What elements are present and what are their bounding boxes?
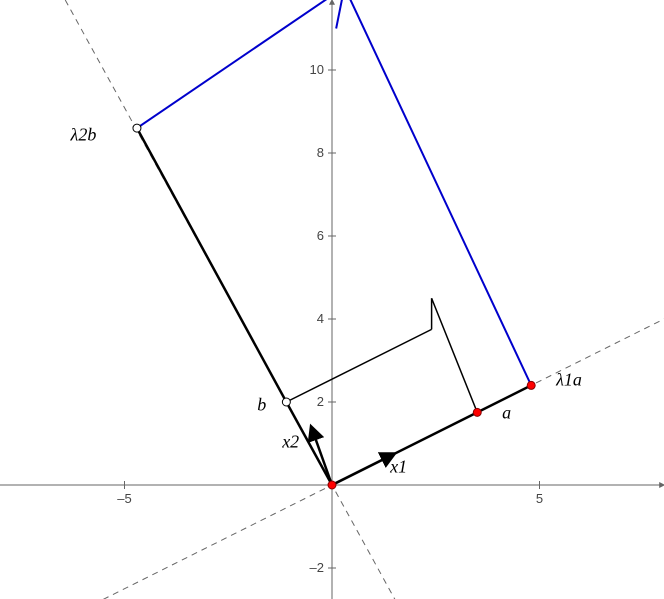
point-l2b bbox=[133, 124, 141, 132]
vector-diagram: –55–224681012 x1x2aλ1abλ2b bbox=[0, 0, 664, 599]
point-l1a bbox=[527, 381, 535, 389]
y-tick-label: 6 bbox=[317, 228, 324, 243]
vector-x1 bbox=[332, 454, 394, 485]
y-tick-label: 4 bbox=[317, 311, 324, 326]
label-l1a: λ1a bbox=[555, 369, 582, 389]
label-l2b: λ2b bbox=[70, 125, 97, 145]
point-origin bbox=[328, 481, 336, 489]
label-x2: x2 bbox=[281, 432, 299, 452]
y-tick-label: 2 bbox=[317, 394, 324, 409]
label-x1: x1 bbox=[389, 457, 407, 477]
label-b: b bbox=[257, 394, 266, 414]
points bbox=[133, 124, 535, 489]
segment-big_right bbox=[344, 0, 531, 385]
axes: –55–224681012 bbox=[0, 0, 664, 599]
segment-small_top1 bbox=[286, 329, 431, 402]
basis-vectors bbox=[311, 427, 394, 485]
segments bbox=[137, 0, 531, 485]
y-tick-label: –2 bbox=[310, 560, 324, 575]
vector-x2 bbox=[311, 427, 332, 485]
segment-small_top3 bbox=[432, 298, 478, 412]
segment-big_topcorner bbox=[336, 0, 344, 29]
y-tick-label: 8 bbox=[317, 145, 324, 160]
x-tick-label: –5 bbox=[117, 491, 131, 506]
point-a bbox=[473, 408, 481, 416]
y-tick-label: 10 bbox=[310, 62, 324, 77]
point-b bbox=[282, 398, 290, 406]
x-tick-label: 5 bbox=[536, 491, 543, 506]
label-a: a bbox=[502, 403, 511, 423]
labels: x1 x2 a λ1a b λ2b bbox=[70, 125, 582, 477]
segment-b_to_l2b bbox=[137, 128, 286, 402]
